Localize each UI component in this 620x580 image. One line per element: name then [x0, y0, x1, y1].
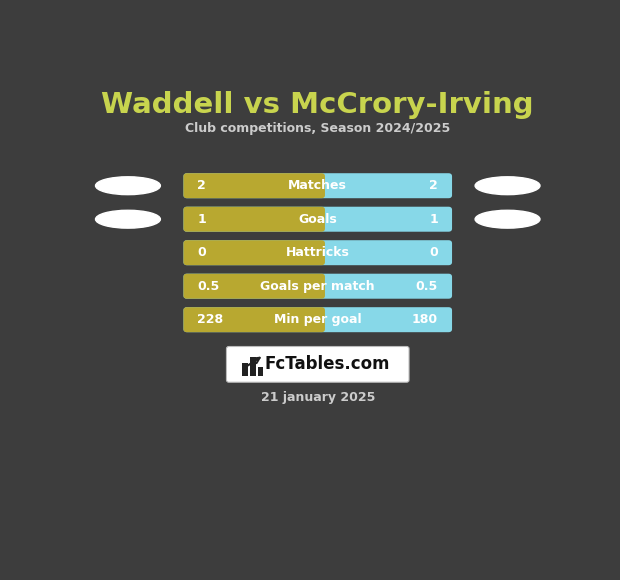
Ellipse shape [475, 177, 540, 195]
Text: 228: 228 [197, 313, 223, 326]
Text: 0: 0 [197, 246, 206, 259]
Text: 0: 0 [430, 246, 438, 259]
Text: Matches: Matches [288, 179, 347, 192]
Text: Club competitions, Season 2024/2025: Club competitions, Season 2024/2025 [185, 122, 450, 135]
FancyBboxPatch shape [184, 240, 452, 265]
Text: 1: 1 [197, 213, 206, 226]
FancyBboxPatch shape [184, 307, 325, 332]
Text: 180: 180 [412, 313, 438, 326]
Text: Hattricks: Hattricks [286, 246, 350, 259]
FancyBboxPatch shape [184, 307, 452, 332]
FancyBboxPatch shape [184, 274, 452, 299]
FancyBboxPatch shape [184, 206, 325, 232]
Ellipse shape [95, 177, 161, 195]
FancyBboxPatch shape [309, 176, 324, 195]
FancyBboxPatch shape [184, 240, 325, 265]
Text: 2: 2 [430, 179, 438, 192]
FancyBboxPatch shape [184, 206, 452, 232]
FancyBboxPatch shape [309, 210, 324, 229]
FancyBboxPatch shape [258, 367, 264, 376]
FancyBboxPatch shape [309, 310, 324, 329]
FancyBboxPatch shape [184, 173, 452, 198]
Text: Waddell vs McCrory-Irving: Waddell vs McCrory-Irving [102, 91, 534, 119]
Text: 0.5: 0.5 [416, 280, 438, 293]
Text: 0.5: 0.5 [197, 280, 219, 293]
FancyBboxPatch shape [309, 277, 324, 296]
Ellipse shape [475, 211, 540, 228]
FancyBboxPatch shape [309, 244, 324, 262]
Text: 1: 1 [430, 213, 438, 226]
Text: Goals: Goals [298, 213, 337, 226]
Text: Goals per match: Goals per match [260, 280, 375, 293]
FancyBboxPatch shape [184, 173, 325, 198]
FancyBboxPatch shape [184, 274, 325, 299]
Text: 21 january 2025: 21 january 2025 [260, 392, 375, 404]
Text: Min per goal: Min per goal [274, 313, 361, 326]
Text: FcTables.com: FcTables.com [265, 356, 390, 374]
FancyBboxPatch shape [226, 346, 409, 382]
FancyBboxPatch shape [250, 357, 256, 376]
Text: 2: 2 [197, 179, 206, 192]
FancyBboxPatch shape [242, 363, 248, 376]
Ellipse shape [95, 211, 161, 228]
